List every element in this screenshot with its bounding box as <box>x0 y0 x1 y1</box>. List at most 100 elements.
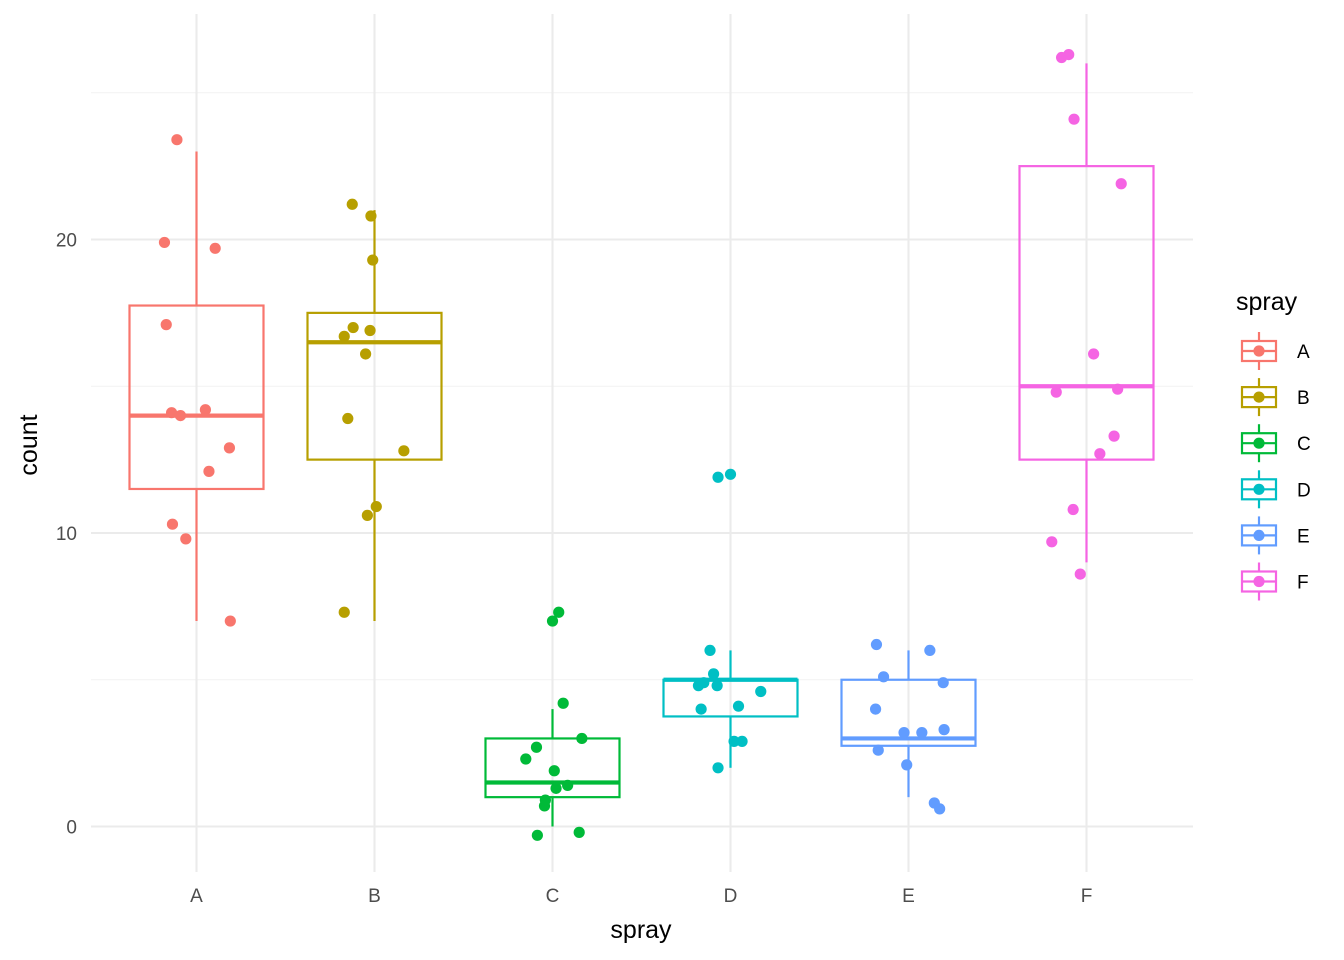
legend-key-c: C <box>1240 424 1311 463</box>
point-a <box>171 134 183 146</box>
legend-key-a: A <box>1240 332 1310 370</box>
point-d <box>728 735 740 747</box>
point-b <box>364 324 376 337</box>
point-a <box>223 442 236 454</box>
legend-point <box>1253 529 1265 542</box>
point-e <box>916 726 928 739</box>
point-f <box>1115 178 1127 190</box>
y-tick-label: 20 <box>56 231 77 252</box>
legend-key-e: E <box>1240 516 1310 555</box>
point-e <box>870 638 883 651</box>
legend-key-d: D <box>1240 470 1311 509</box>
point-c <box>539 794 551 806</box>
x-tick-label: C <box>546 886 560 907</box>
point-b <box>370 500 382 513</box>
x-tick-label: D <box>724 886 738 907</box>
legend-key-b: B <box>1240 378 1310 417</box>
point-b <box>367 254 379 266</box>
point-d <box>736 735 748 747</box>
point-b <box>360 348 372 360</box>
point-e <box>934 803 946 815</box>
point-e <box>877 671 890 683</box>
point-a <box>166 518 179 530</box>
y-axis-title: count <box>15 414 43 475</box>
x-axis-title: spray <box>610 916 672 944</box>
point-b <box>347 321 359 334</box>
box-a <box>128 151 265 622</box>
point-f <box>1112 383 1124 395</box>
point-b <box>338 330 350 342</box>
x-tick-label: E <box>902 886 915 907</box>
legend-label: E <box>1297 526 1310 547</box>
point-a <box>158 236 171 249</box>
box-body <box>128 304 265 491</box>
point-d <box>698 677 710 689</box>
point-c <box>576 732 588 745</box>
point-e <box>938 724 950 736</box>
y-tick-label: 0 <box>66 818 77 839</box>
point-f <box>1088 348 1100 360</box>
box-f <box>1018 63 1155 563</box>
point-b <box>361 509 373 521</box>
point-b <box>346 198 358 210</box>
x-tick-label: B <box>368 886 381 907</box>
point-b <box>398 445 410 457</box>
point-a <box>209 242 221 254</box>
legend-key-f: F <box>1240 562 1309 601</box>
point-c <box>557 697 569 709</box>
point-a <box>224 615 236 627</box>
box-body <box>840 678 977 747</box>
point-d <box>732 700 745 712</box>
point-c <box>573 826 585 838</box>
box-body <box>1018 165 1155 461</box>
y-tick-label: 10 <box>56 524 77 545</box>
point-e <box>937 677 949 689</box>
point-e <box>901 759 913 771</box>
legend-point <box>1253 391 1265 403</box>
legend-point <box>1253 437 1265 449</box>
legend-label: C <box>1297 434 1311 455</box>
axis-layer: 0 10 20 A B C D E F <box>56 231 1092 908</box>
x-tick-label: A <box>190 886 203 907</box>
legend-label: A <box>1297 342 1310 363</box>
box-body <box>484 737 621 799</box>
legend-title: spray <box>1236 288 1298 316</box>
point-a <box>165 407 178 419</box>
point-e <box>924 644 936 657</box>
point-c <box>562 779 574 792</box>
x-tick-label: F <box>1081 886 1093 907</box>
point-a <box>160 319 172 331</box>
legend-label: F <box>1297 573 1309 594</box>
point-c <box>531 829 543 841</box>
point-d <box>704 644 716 657</box>
legend: spray A B C D E F <box>1236 288 1311 601</box>
point-c <box>548 765 560 777</box>
point-f <box>1094 448 1106 460</box>
point-a <box>199 404 211 416</box>
point-c <box>520 753 532 765</box>
point-c <box>530 741 543 753</box>
box-layer <box>128 63 1155 827</box>
box-e <box>840 650 977 798</box>
box-b <box>306 210 443 622</box>
point-f <box>1074 568 1086 580</box>
point-layer <box>158 48 1127 841</box>
box-body <box>306 311 443 461</box>
point-d <box>712 471 724 483</box>
point-f <box>1068 113 1080 125</box>
point-e <box>872 744 884 756</box>
legend-point <box>1253 575 1265 588</box>
point-e <box>898 726 910 739</box>
point-a <box>174 410 187 422</box>
point-d <box>711 680 723 692</box>
point-c <box>553 606 565 618</box>
point-e <box>869 703 882 715</box>
point-a <box>180 533 192 545</box>
point-b <box>338 606 350 618</box>
point-b <box>365 210 377 222</box>
legend-keys: A B C D E F <box>1240 332 1311 601</box>
point-d <box>724 468 737 480</box>
point-f <box>1067 503 1079 516</box>
point-d <box>755 685 767 698</box>
